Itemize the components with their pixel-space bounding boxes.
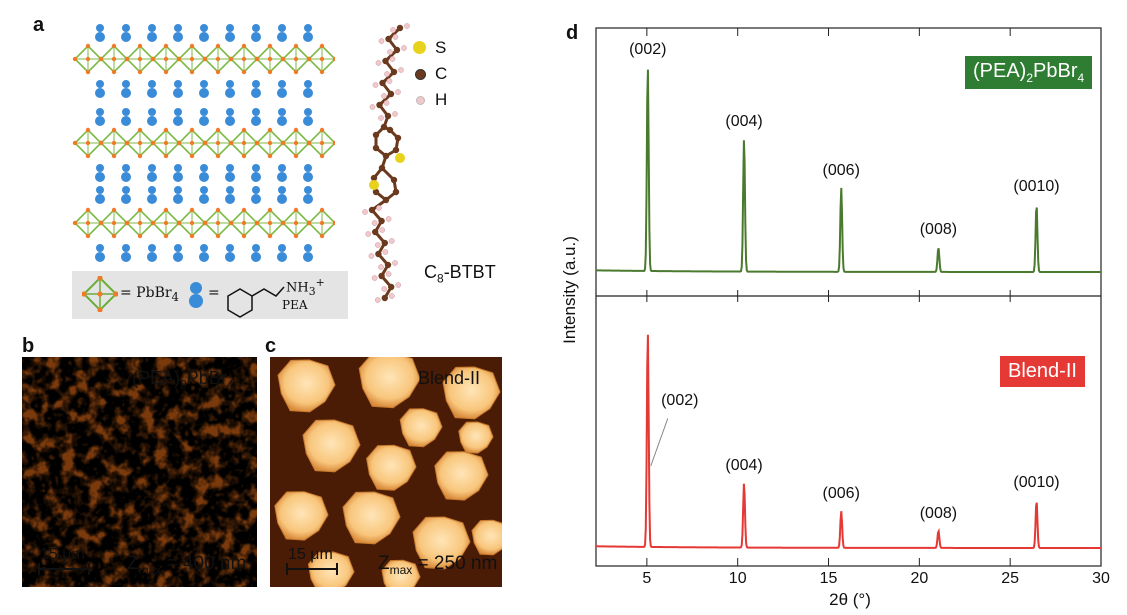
peak-label: (002) [629, 41, 667, 58]
octahedron-icon [82, 276, 118, 312]
afm-b-title: (PEA)2PbBr4 [132, 368, 234, 392]
xrd-series-line [595, 334, 1101, 549]
atom-s-label: S [435, 38, 447, 57]
afm-c-title: Blend-II [418, 368, 481, 388]
afm-c-zmax: Zmax = 250 nm [378, 553, 498, 577]
peak-label: (008) [919, 504, 958, 522]
atom-h-label: H [435, 90, 448, 109]
afm-c-scale-text: 15 μm [288, 546, 333, 563]
afm-image-blend [270, 357, 502, 587]
afm-b-scale-bar [38, 568, 90, 570]
peak-label: (008) [919, 221, 958, 239]
panel-label-c: c [265, 335, 277, 357]
atom-c-label: C [435, 64, 448, 83]
afm-b-scale-text: 15 μm [40, 546, 85, 563]
peak-label: (0010) [1013, 178, 1060, 196]
peak-label: (0010) [1013, 474, 1060, 492]
x-tick-label: 30 [1092, 570, 1110, 587]
x-tick-label: 20 [910, 570, 929, 587]
panel-label-a: a [33, 14, 45, 36]
afm-image-pea [22, 357, 257, 587]
legend-equals: = [208, 285, 220, 301]
perovskite-structure-diagram [72, 24, 335, 262]
afm-b-zmax: Zmax = 400 nm [127, 553, 247, 577]
c8-btbt-molecule [362, 23, 410, 303]
peak-label: (006) [822, 485, 860, 503]
legend-tag-pea: (PEA)2PbBr4 [965, 56, 1093, 89]
x-tick-label: 10 [728, 570, 747, 587]
legend-nh3: NH3+ [286, 276, 325, 298]
pea-cation-icon [189, 282, 203, 308]
peak-label: (004) [725, 112, 763, 130]
x-tick-label: 5 [642, 570, 652, 587]
hydrogen-atom-icon [416, 96, 425, 105]
x-axis-label: 2θ (°) [829, 590, 871, 609]
panel-label-b: b [22, 335, 35, 357]
pea-molecule-icon [227, 286, 285, 318]
peak-label: (006) [822, 161, 860, 179]
peak-leader-line [650, 418, 669, 467]
molecule-label: C8-BTBT [424, 262, 496, 286]
sulfur-atom-icon [413, 41, 426, 54]
x-tick-label: 25 [1001, 570, 1020, 587]
x-tick-label: 15 [819, 570, 838, 587]
xrd-series-line [595, 69, 1101, 273]
legend-pea-label: PEA [282, 298, 308, 312]
carbon-atom-icon [415, 69, 426, 80]
peak-label: (004) [725, 457, 763, 475]
structure-legend [72, 271, 348, 319]
legend-pbbr4-text: = PbBr4 [120, 285, 179, 304]
peak-label: (002) [661, 392, 699, 410]
y-axis-label: Intensity (a.u.) [560, 236, 579, 344]
panel-label-d: d [566, 22, 579, 44]
afm-c-scale-bar [286, 568, 338, 570]
legend-tag-blend: Blend-II [1000, 356, 1085, 387]
